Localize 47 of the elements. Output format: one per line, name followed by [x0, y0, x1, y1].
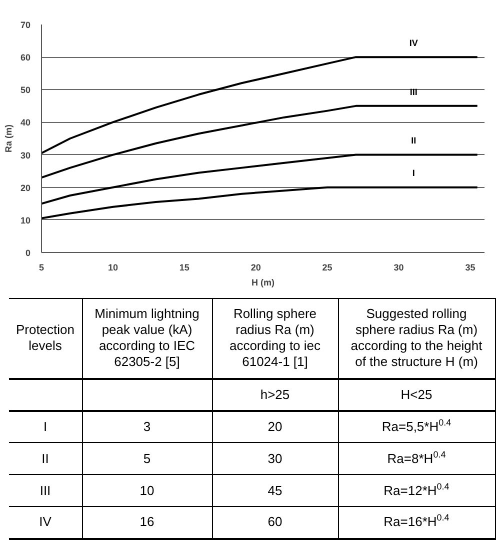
line-series [42, 104, 478, 179]
text: H<25 [400, 386, 432, 402]
text: 16 [140, 514, 154, 530]
text: Ra=12*H$^{0.4}$ [384, 481, 450, 498]
x-tick-label: 20 [250, 262, 261, 272]
y-tick-label: 30 [20, 150, 31, 160]
line-series [42, 186, 478, 220]
text: 30 [268, 450, 282, 466]
text: h>25 [260, 386, 290, 402]
x-tick-label: 10 [108, 262, 118, 272]
x-tick-label: 5 [38, 262, 44, 272]
text: Ra=16*H$^{0.4}$ [384, 512, 450, 530]
text: 60 [268, 514, 282, 530]
y-axis-title: Ra (m) [3, 124, 14, 152]
text: Ra=8*H$^{0.4}$ [387, 449, 446, 466]
text: 45 [268, 482, 282, 498]
text: 10 [140, 482, 154, 498]
y-tick-label: 70 [20, 20, 31, 30]
category-label: Protection levels [9, 298, 82, 378]
text: II [42, 450, 49, 466]
y-tick-label: 40 [20, 118, 31, 128]
y-tick-label: 0 [25, 248, 31, 258]
y-tick-label: 50 [20, 85, 31, 96]
text: 5 [143, 450, 151, 466]
text: III [40, 482, 51, 498]
text: IV [39, 514, 52, 530]
y-tick-label: 10 [20, 215, 31, 226]
category-label: Rolling sphere radius Ra (m) according to iec 61024-1 [1] [212, 298, 338, 378]
x-tick-label: 35 [465, 262, 476, 272]
series-label: II [411, 136, 416, 146]
y-tick-label: 60 [20, 52, 31, 63]
line-series [42, 56, 478, 154]
series-label: IV [409, 38, 418, 48]
category-label: Suggested rolling sphere radius Ra (m) according to the height of the structure H (m) [338, 298, 495, 378]
text: 20 [268, 418, 282, 434]
x-tick-label: 25 [322, 262, 332, 272]
text: Ra=5,5*H$^{0.4}$ [382, 417, 452, 434]
x-axis-title: H (m) [252, 278, 274, 288]
x-tick-label: 30 [394, 262, 404, 272]
line-series [42, 154, 478, 205]
category-label: Minimum lightning peak value (kA) according to IEC 62305-2 [5] [82, 298, 212, 378]
text: 3 [143, 418, 151, 434]
series-label: I [412, 168, 415, 178]
y-tick-label: 20 [20, 182, 31, 193]
x-tick-label: 15 [179, 262, 190, 272]
text: I [43, 418, 48, 434]
series-label: III [410, 86, 418, 97]
